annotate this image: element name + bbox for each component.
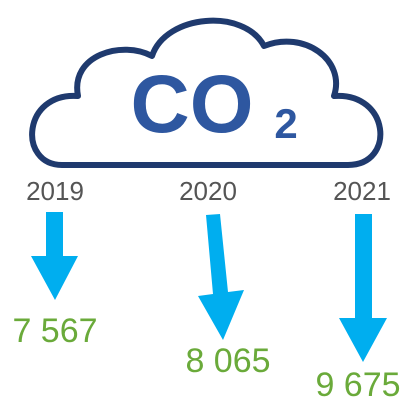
arrow [31, 212, 78, 300]
cloud-subscript: 2 [274, 100, 297, 147]
year-label: 2019 [26, 176, 84, 206]
arrow [339, 214, 387, 362]
cloud-outline [29, 17, 384, 168]
value-label: 9 675 [315, 366, 400, 400]
arrow [198, 214, 244, 340]
value-label: 7 567 [12, 312, 97, 350]
value-label: 8 065 [185, 342, 270, 380]
cloud-text: CO [131, 59, 254, 150]
year-label: 2020 [179, 176, 237, 206]
year-label: 2021 [333, 176, 391, 206]
